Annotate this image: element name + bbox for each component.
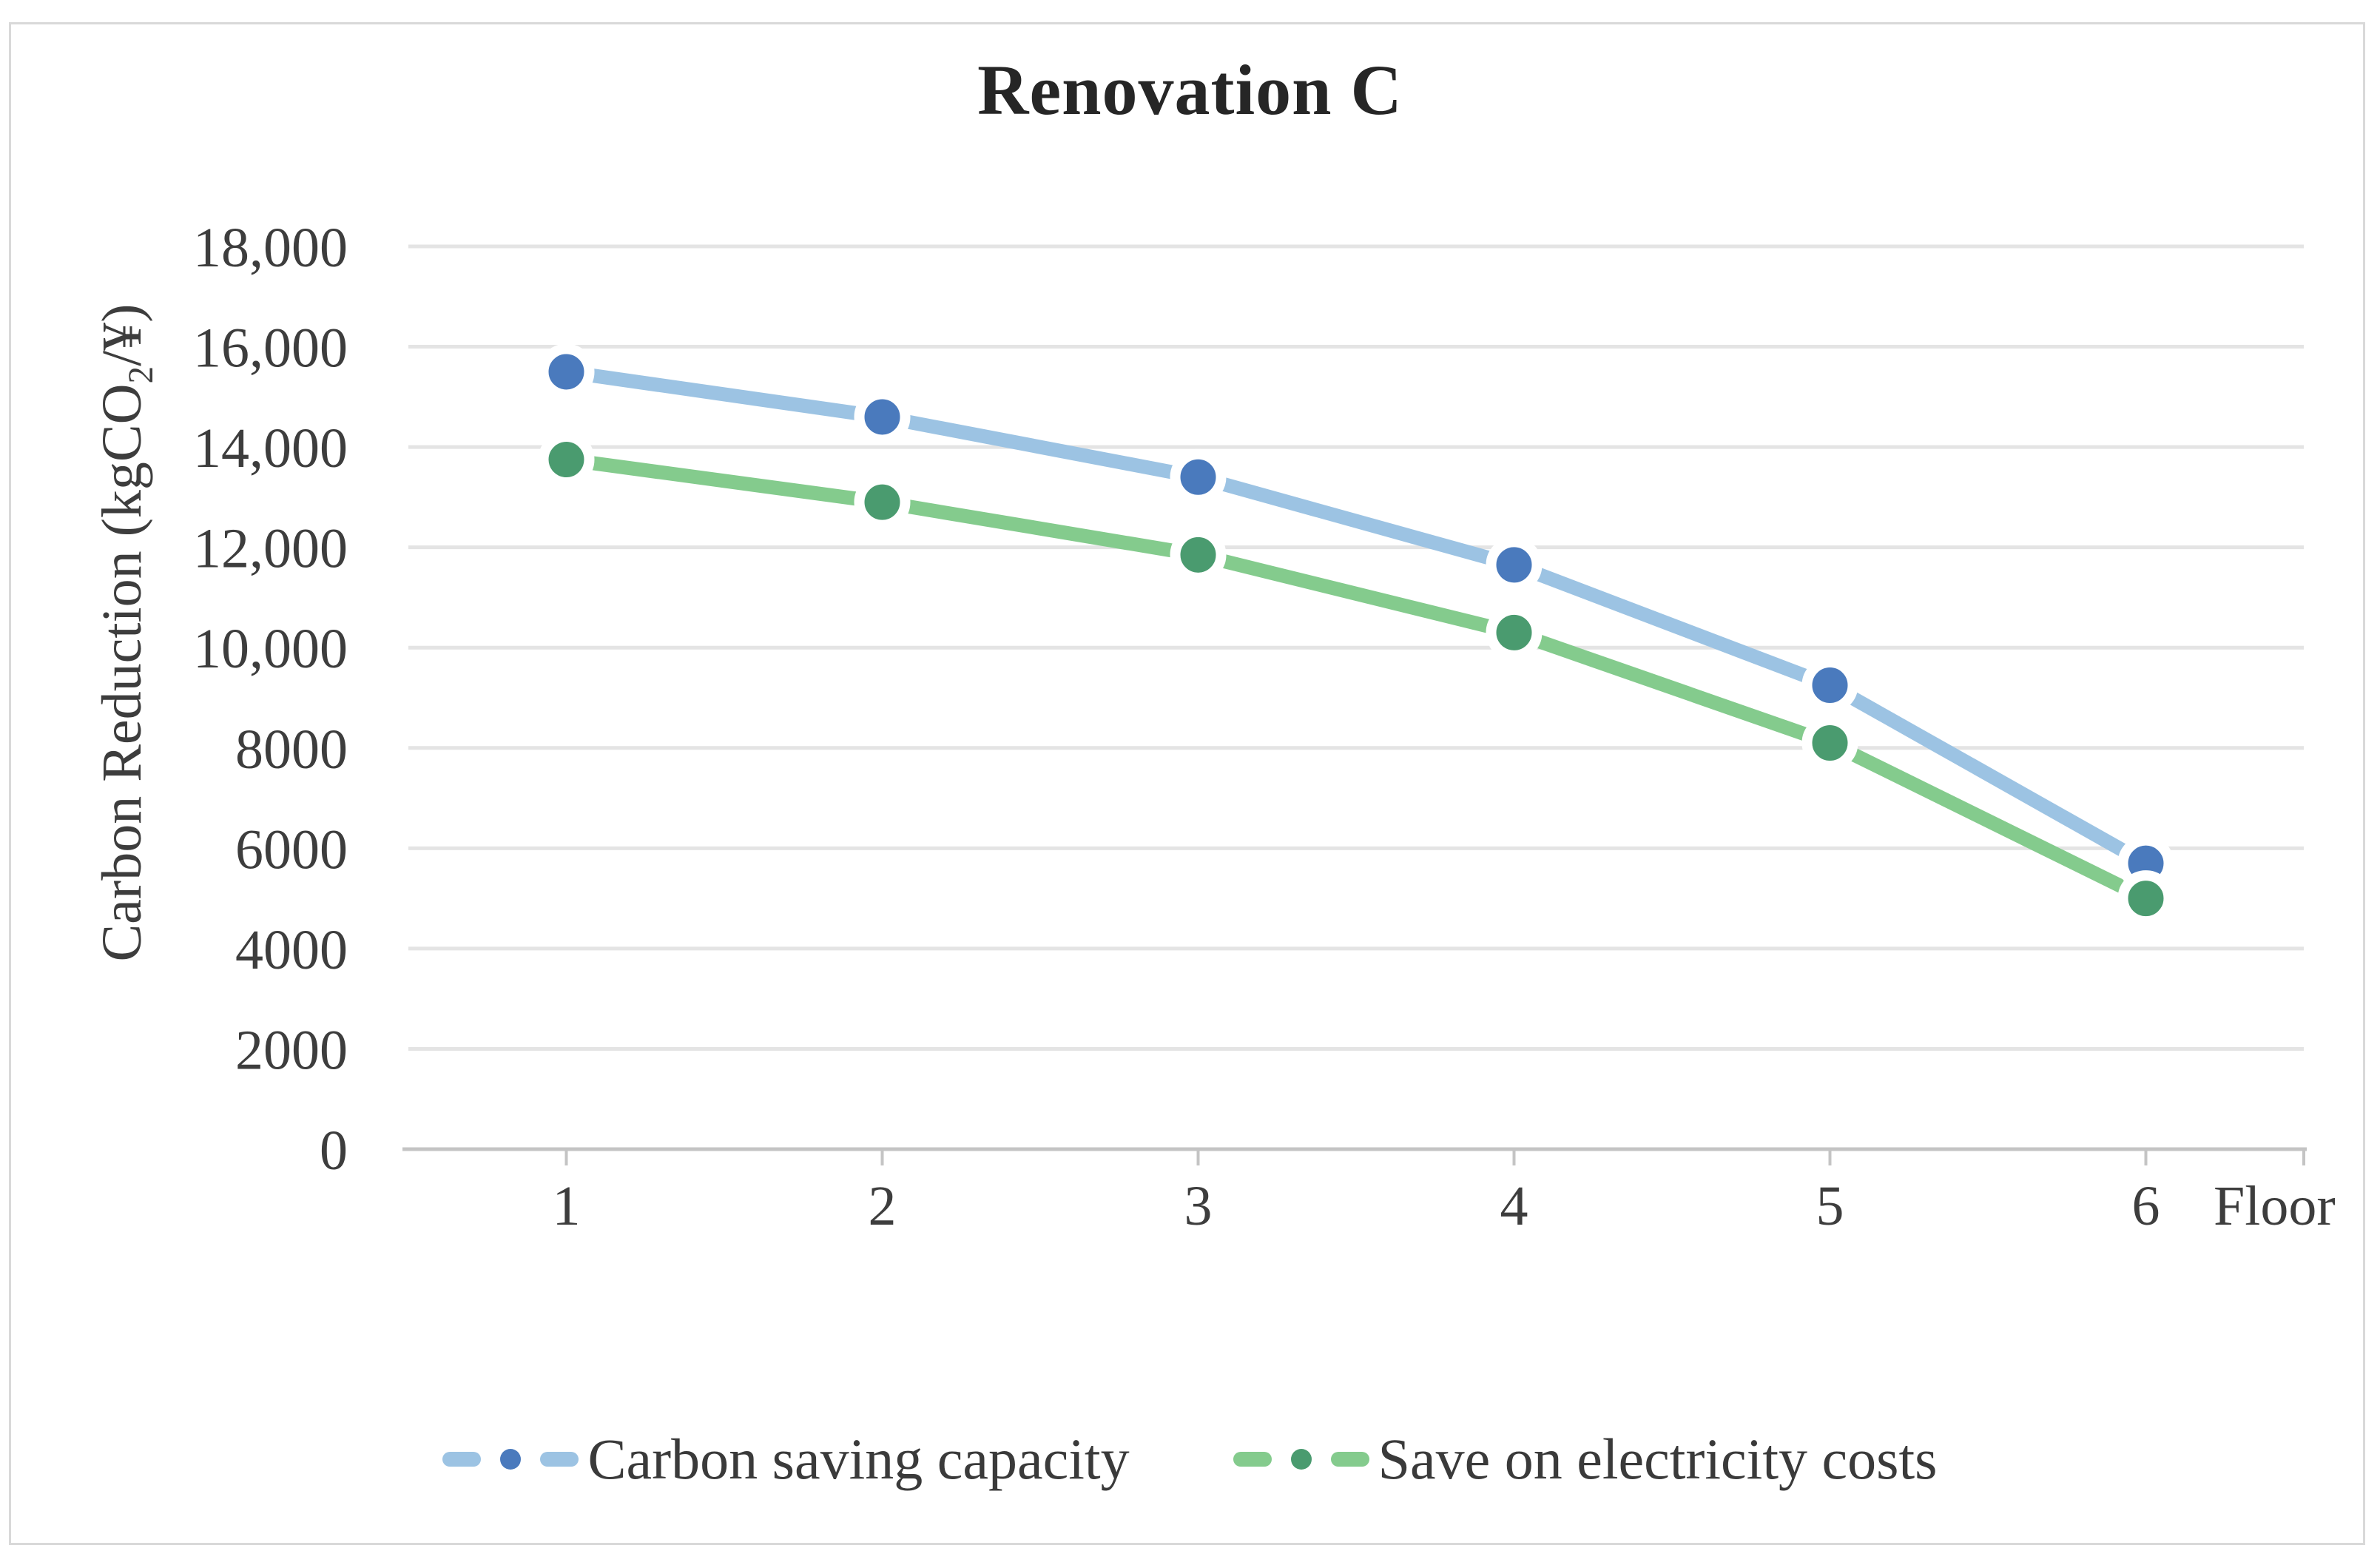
data-point-marker <box>538 431 595 488</box>
x-tick-label: 2 <box>869 1175 897 1237</box>
data-point-marker <box>2117 870 2174 927</box>
y-tick-label: 14,000 <box>193 417 348 480</box>
data-point-marker <box>1486 604 1543 661</box>
data-point-marker <box>1170 448 1227 505</box>
x-tick-label: 5 <box>1816 1175 1844 1237</box>
chart-legend: Carbon saving capacity Save on electrici… <box>0 1407 2380 1511</box>
y-tick-label: 0 <box>320 1120 348 1182</box>
y-tick-label: 12,000 <box>193 518 348 580</box>
x-tick-label: 6 <box>2132 1175 2160 1237</box>
data-point-marker <box>538 343 595 400</box>
legend-label: Carbon saving capacity <box>587 1427 1130 1491</box>
x-axis-title: Floor <box>2214 1175 2336 1237</box>
data-point-marker <box>1486 536 1543 593</box>
data-point-marker <box>854 474 911 531</box>
data-point-marker <box>1801 715 1858 771</box>
chart-title: Renovation C <box>977 50 1403 129</box>
data-point-marker <box>1801 657 1858 714</box>
legend-label: Save on electricity costs <box>1378 1427 1938 1491</box>
y-tick-label: 10,000 <box>193 618 348 680</box>
x-tick-label: 1 <box>553 1175 581 1237</box>
y-tick-label: 16,000 <box>193 317 348 380</box>
y-tick-label: 18,000 <box>193 217 348 279</box>
data-point-marker <box>854 388 911 445</box>
data-point-marker <box>1170 526 1227 583</box>
y-tick-label: 2000 <box>235 1019 348 1081</box>
x-tick-label: 4 <box>1500 1175 1528 1237</box>
legend-item-carbon-saving-capacity: Carbon saving capacity <box>442 1427 1130 1491</box>
legend-swatch-dash-dot-blue <box>442 1449 579 1470</box>
y-tick-label: 6000 <box>235 818 348 881</box>
y-tick-label: 8000 <box>235 719 348 781</box>
series-line <box>565 365 2150 869</box>
legend-swatch-dash-dot-green <box>1233 1449 1369 1470</box>
chart-border-frame <box>9 22 2365 1545</box>
x-tick-label: 3 <box>1184 1175 1213 1237</box>
y-tick-label: 4000 <box>235 919 348 981</box>
series-line <box>565 452 2149 905</box>
legend-item-save-on-electricity-costs: Save on electricity costs <box>1233 1430 1938 1488</box>
